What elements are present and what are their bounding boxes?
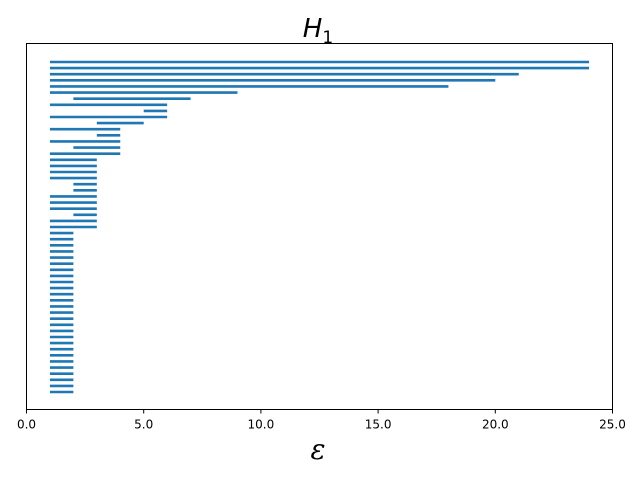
- x-axis-label: ε: [310, 433, 325, 466]
- x-tick-label: 15.0: [365, 418, 392, 432]
- bars-layer: [49, 60, 590, 394]
- plot-frame: [26, 43, 613, 410]
- x-tick-label: 0.0: [17, 418, 36, 432]
- chart-title: H1: [303, 14, 333, 48]
- x-tick-label: 10.0: [248, 418, 275, 432]
- x-axis: 0.0 5.0 10.0 15.0 20.0 25.0: [17, 409, 626, 432]
- x-tick-label: 25.0: [599, 418, 626, 432]
- x-tick-label: 5.0: [134, 418, 153, 432]
- chart-title-subscript: 1: [322, 28, 333, 48]
- x-tick-label: 20.0: [482, 418, 509, 432]
